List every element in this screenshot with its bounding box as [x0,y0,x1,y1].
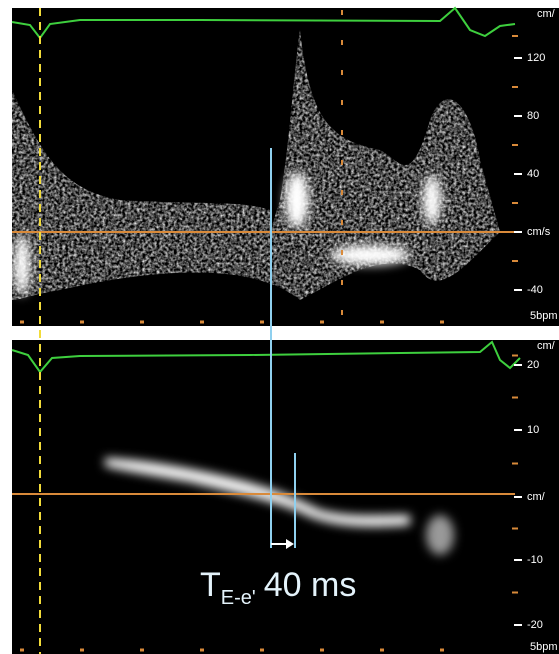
ecg-trace [11,6,516,40]
scales: cm/120 80 40 cm/s -40 5bpm cm/20 10 cm/ -10 -20 5bp… [512,8,558,653]
scale-label: 5bpm [530,641,558,653]
scale-label: 40 [527,168,539,180]
scale-label: -20 [527,619,543,631]
symbol: T [200,566,221,604]
scale-label: 120 [527,52,545,64]
subscript: E-e' [221,587,256,609]
scale-label: cm/s [527,226,551,238]
scale-label: -10 [527,554,543,566]
scale-label: cm/ [527,491,546,503]
scale-label: 5bpm [530,310,558,322]
scale-label: 20 [527,359,539,371]
scale-label: cm/ [537,340,556,352]
interval-value: 40 ms [264,566,357,604]
scale-label: 80 [527,110,539,122]
interval-annotation: TE-e' 40 ms [200,566,356,609]
scale-label: 10 [527,424,539,436]
ecg-trace [11,340,521,374]
scale-label: -40 [527,284,543,296]
doppler-peaks [14,172,441,295]
arrow-head [286,539,294,549]
tissue-doppler [105,458,454,555]
scale-label: cm/ [537,8,556,20]
